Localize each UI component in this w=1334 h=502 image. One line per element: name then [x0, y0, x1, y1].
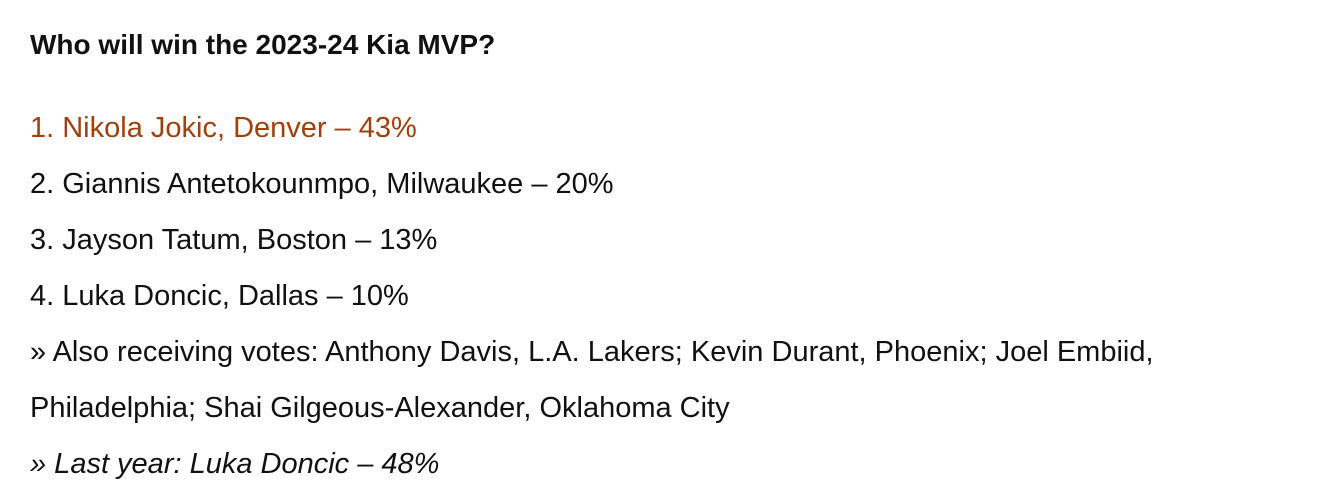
poll-title: Who will win the 2023-24 Kia MVP? [30, 29, 496, 60]
ranking-item: 1. Nikola Jokic, Denver – 43% [30, 112, 417, 144]
ranking-item: 2. Giannis Antetokounmpo, Milwaukee – 20… [30, 168, 614, 200]
article: Who will win the 2023-24 Kia MVP? 1. Nik… [30, 29, 1154, 480]
also-receiving: » Also receiving votes: Anthony Davis, L… [30, 336, 1154, 424]
last-year: » Last year: Luka Doncic – 48% [30, 448, 440, 480]
ranking-item: 3. Jayson Tatum, Boston – 13% [30, 224, 438, 256]
ranking-item: 4. Luka Doncic, Dallas – 10% [30, 280, 409, 312]
